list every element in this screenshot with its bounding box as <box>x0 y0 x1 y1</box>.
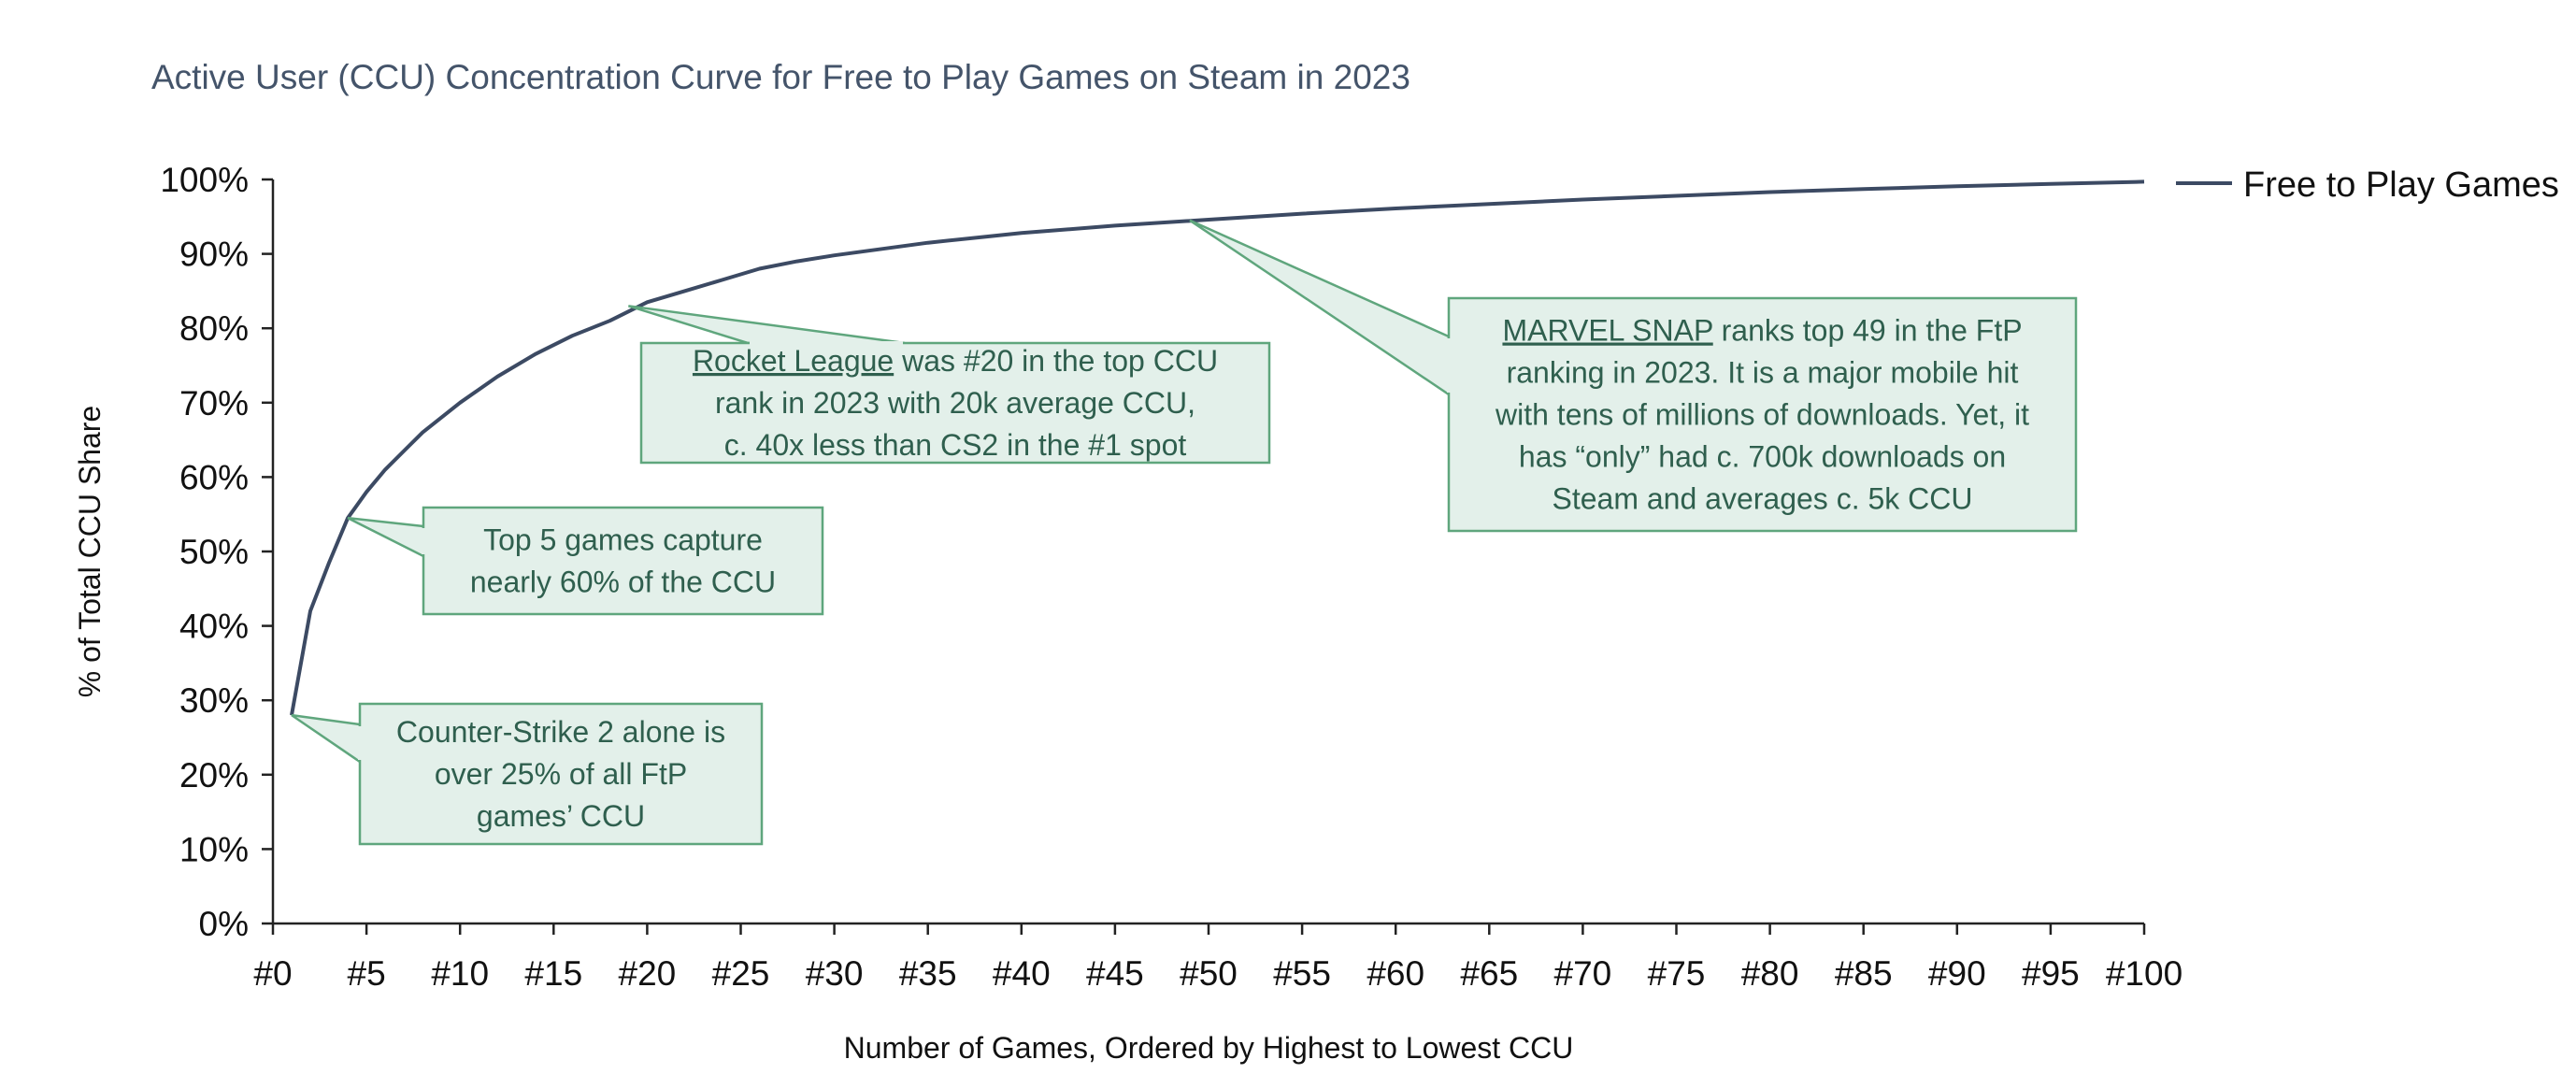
y-tick-label: 80% <box>179 309 249 348</box>
x-tick-label: #30 <box>806 954 864 993</box>
x-tick-label: #10 <box>431 954 489 993</box>
x-tick-label: #95 <box>2022 954 2080 993</box>
callout-text-span: with tens of millions of downloads. Yet,… <box>1495 398 2029 432</box>
legend-label: Free to Play Games <box>2243 165 2559 205</box>
callout-box <box>422 506 824 616</box>
series-points <box>292 181 2145 716</box>
callout-text-line: Top 5 games capture <box>483 523 763 557</box>
x-tick-label: #85 <box>1835 954 1893 993</box>
callout-text-span: games’ CCU <box>477 799 645 833</box>
legend: Free to Play Games <box>2176 165 2559 205</box>
y-tick-label: 10% <box>179 830 249 868</box>
x-axis-ticks: #0 #5 #10 #15 #20 #25 #30 #35 #40 #45 #50 #55 #60 #65… <box>253 923 2182 993</box>
x-tick-label: #45 <box>1086 954 1144 993</box>
callout-text-span: Top 5 games capture <box>483 523 763 557</box>
x-tick-label: #0 <box>253 954 292 993</box>
callout-text-span: nearly 60% of the CCU <box>470 565 776 599</box>
callout-text-line: has “only” had c. 700k downloads on <box>1519 440 2006 474</box>
y-tick-label: 50% <box>179 533 249 571</box>
callout-text-line: MARVEL SNAP ranks top 49 in the FtP <box>1502 314 2022 348</box>
callout-game-name: MARVEL SNAP <box>1502 314 1712 348</box>
y-tick-label: 70% <box>179 384 249 422</box>
callout-rocket: Rocket League was #20 in the top CCU rank… <box>628 305 1271 465</box>
callout-text-span: over 25% of all FtP <box>435 757 687 791</box>
callout-text-line: games’ CCU <box>477 799 645 833</box>
callout-text-line: rank in 2023 with 20k average CCU, <box>715 386 1195 420</box>
callout-text-line: over 25% of all FtP <box>435 757 687 791</box>
x-tick-label: #15 <box>524 954 582 993</box>
callout-text-span: ranks top 49 in the FtP <box>1713 314 2023 348</box>
x-tick-label: #70 <box>1554 954 1612 993</box>
callout-text-line: Rocket League was #20 in the top CCU <box>693 344 1218 378</box>
x-tick-label: #35 <box>899 954 957 993</box>
y-tick-label: 100% <box>160 161 249 199</box>
x-tick-label: #20 <box>619 954 677 993</box>
callout-cs2: Counter-Strike 2 alone is over 25% of all… <box>291 702 764 846</box>
callout-box <box>639 341 1271 465</box>
series-line-free-to-play <box>290 179 2145 716</box>
chart-title: Active User (CCU) Concentration Curve fo… <box>151 58 1410 96</box>
callout-text-span: c. 40x less than CS2 in the #1 spot <box>724 428 1187 462</box>
callout-top5: Top 5 games capture nearly 60% of the CCU <box>347 506 824 616</box>
x-tick-label: #50 <box>1180 954 1238 993</box>
x-tick-label: #65 <box>1460 954 1518 993</box>
callout-box <box>1447 296 2078 533</box>
x-tick-label: #55 <box>1273 954 1331 993</box>
x-tick-label: #75 <box>1648 954 1706 993</box>
callout-game-name: Rocket League <box>693 344 894 378</box>
callout-text-line: Steam and averages c. 5k CCU <box>1553 482 1973 516</box>
callout-text-line: with tens of millions of downloads. Yet,… <box>1495 398 2029 432</box>
callout-box <box>358 702 764 846</box>
callout-text-span: rank in 2023 with 20k average CCU, <box>715 386 1195 420</box>
y-tick-label: 90% <box>179 236 249 274</box>
y-axis-ticks: 0% 10% 20% 30% 40% 50% 60% 70% 80% 90% 100% <box>160 161 273 943</box>
callout-snap: MARVEL SNAP ranks top 49 in the FtP ranki… <box>1189 219 2078 533</box>
x-tick-label: #40 <box>993 954 1051 993</box>
callout-pointer <box>628 305 906 345</box>
callout-text-span: Steam and averages c. 5k CCU <box>1553 482 1973 516</box>
y-tick-label: 0% <box>199 905 249 943</box>
x-tick-label: #25 <box>712 954 770 993</box>
x-tick-label: #5 <box>348 954 386 993</box>
callout-text-line: Counter-Strike 2 alone is <box>396 715 725 749</box>
y-tick-label: 20% <box>179 756 249 795</box>
x-tick-label: #60 <box>1367 954 1424 993</box>
x-tick-label: #100 <box>2106 954 2182 993</box>
y-tick-label: 30% <box>179 681 249 720</box>
x-axis-label: Number of Games, Ordered by Highest to L… <box>844 1031 1574 1065</box>
y-axis-label: % of Total CCU Share <box>73 406 107 697</box>
callout-text-line: nearly 60% of the CCU <box>470 565 776 599</box>
y-tick-label: 60% <box>179 458 249 496</box>
callout-text-span: was #20 in the top CCU <box>894 344 1218 378</box>
x-tick-label: #80 <box>1741 954 1799 993</box>
callout-text-line: c. 40x less than CS2 in the #1 spot <box>724 428 1187 462</box>
callout-text-span: has “only” had c. 700k downloads on <box>1519 440 2006 474</box>
annotation-callouts: Counter-Strike 2 alone is over 25% of all… <box>291 219 2078 846</box>
callout-pointer <box>291 713 362 765</box>
callout-pointer <box>347 516 425 559</box>
x-tick-label: #90 <box>1928 954 1986 993</box>
callout-text-line: ranking in 2023. It is a major mobile hi… <box>1507 356 2019 390</box>
callout-text-span: Counter-Strike 2 alone is <box>396 715 725 749</box>
callout-text-span: ranking in 2023. It is a major mobile hi… <box>1507 356 2019 390</box>
plot-area: 0% 10% 20% 30% 40% 50% 60% 70% 80% 90% 100% #0 #5 #1… <box>160 161 2182 993</box>
y-tick-label: 40% <box>179 608 249 646</box>
